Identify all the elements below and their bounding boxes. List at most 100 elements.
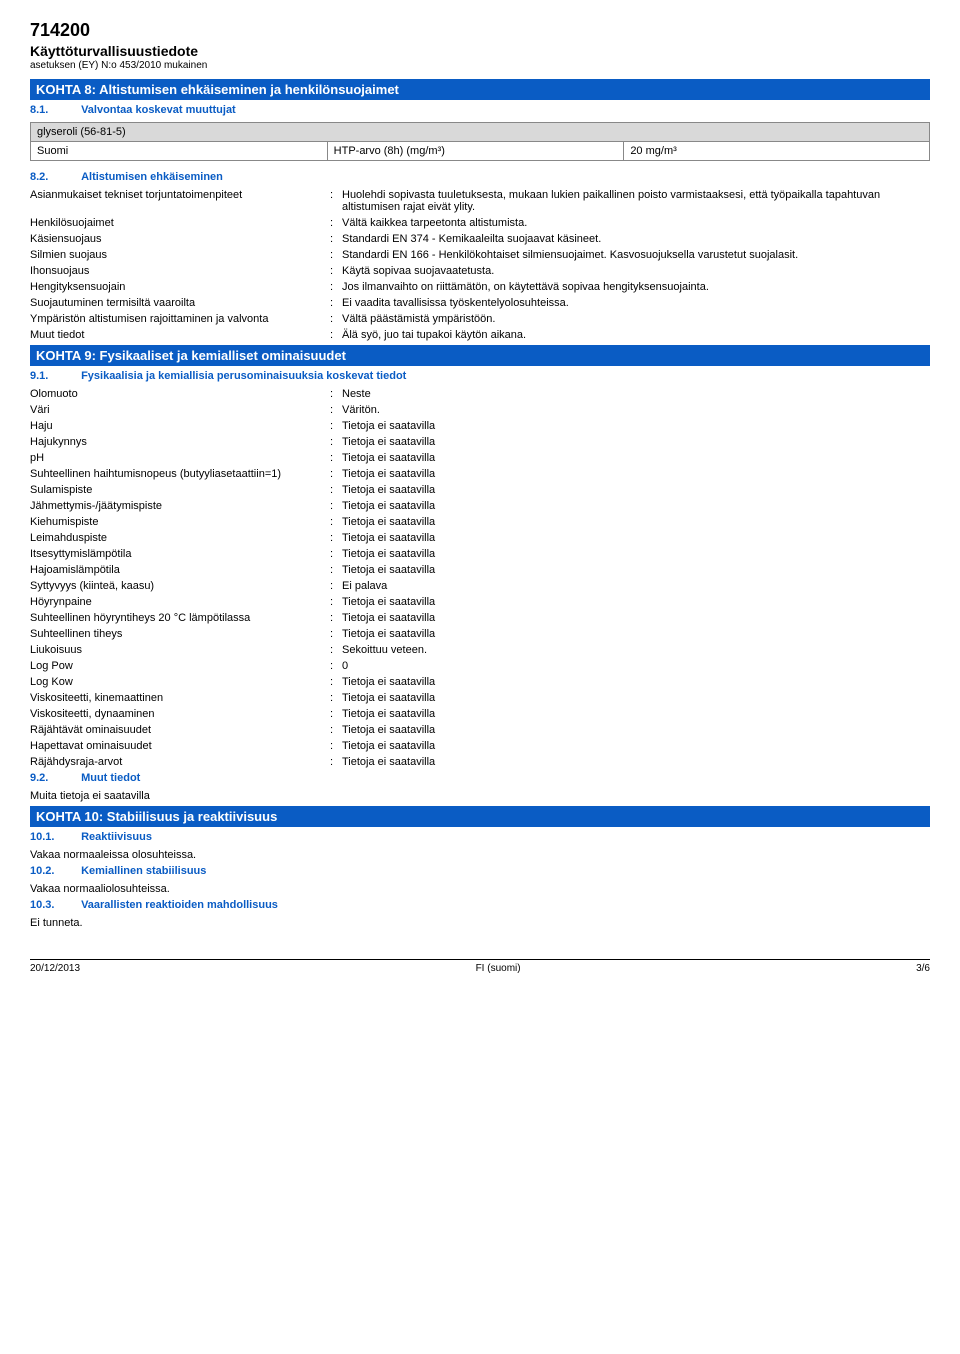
property-key: Leimahduspiste <box>30 532 330 544</box>
property-key: Höyrynpaine <box>30 596 330 608</box>
separator: : <box>330 740 342 752</box>
property-value: Tietoja ei saatavilla <box>342 724 930 736</box>
property-key: Log Kow <box>30 676 330 688</box>
property-value: Tietoja ei saatavilla <box>342 740 930 752</box>
separator: : <box>330 500 342 512</box>
property-key: Kiehumispiste <box>30 516 330 528</box>
section-label: Kemiallinen stabiilisuus <box>81 865 206 877</box>
section-num: 8.2. <box>30 171 78 183</box>
property-key: Muut tiedot <box>30 329 330 341</box>
property-value: 0 <box>342 660 930 672</box>
section-label: Fysikaalisia ja kemiallisia perusominais… <box>81 370 406 382</box>
property-row: Suojautuminen termisiltä vaaroilta:Ei va… <box>30 297 930 309</box>
property-row: Räjähdysraja-arvot:Tietoja ei saatavilla <box>30 756 930 768</box>
section-9-header: KOHTA 9: Fysikaaliset ja kemialliset omi… <box>30 345 930 366</box>
property-value: Tietoja ei saatavilla <box>342 756 930 768</box>
property-row: Hajoamislämpötila:Tietoja ei saatavilla <box>30 564 930 576</box>
property-value: Tietoja ei saatavilla <box>342 692 930 704</box>
separator: : <box>330 452 342 464</box>
property-key: Asianmukaiset tekniset torjuntatoimenpit… <box>30 189 330 213</box>
property-value: Tietoja ei saatavilla <box>342 436 930 448</box>
property-key: Log Pow <box>30 660 330 672</box>
property-key: Räjähtävät ominaisuudet <box>30 724 330 736</box>
page-footer: 20/12/2013 FI (suomi) 3/6 <box>30 959 930 974</box>
property-row: Syttyvyys (kiinteä, kaasu):Ei palava <box>30 580 930 592</box>
property-row: Hengityksensuojain:Jos ilmanvaihto on ri… <box>30 281 930 293</box>
footer-page: 3/6 <box>916 963 930 974</box>
document-title: Käyttöturvallisuustiedote <box>30 43 930 59</box>
property-row: Viskositeetti, dynaaminen:Tietoja ei saa… <box>30 708 930 720</box>
separator: : <box>330 676 342 688</box>
property-key: Viskositeetti, kinemaattinen <box>30 692 330 704</box>
property-value: Vältä kaikkea tarpeetonta altistumista. <box>342 217 930 229</box>
table-cell: 20 mg/m³ <box>624 142 930 161</box>
property-row: Jähmettymis-/jäätymispiste:Tietoja ei sa… <box>30 500 930 512</box>
section-9-note: Muita tietoja ei saatavilla <box>30 790 930 802</box>
separator: : <box>330 692 342 704</box>
separator: : <box>330 484 342 496</box>
property-value: Väritön. <box>342 404 930 416</box>
table-header: glyseroli (56-81-5) <box>31 123 930 142</box>
property-key: Syttyvyys (kiinteä, kaasu) <box>30 580 330 592</box>
property-key: Sulamispiste <box>30 484 330 496</box>
property-row: Ihonsuojaus:Käytä sopivaa suojavaatetust… <box>30 265 930 277</box>
section-num: 8.1. <box>30 104 78 116</box>
property-value: Jos ilmanvaihto on riittämätön, on käyte… <box>342 281 930 293</box>
property-key: Haju <box>30 420 330 432</box>
separator: : <box>330 217 342 229</box>
property-value: Älä syö, juo tai tupakoi käytön aikana. <box>342 329 930 341</box>
property-key: Ihonsuojaus <box>30 265 330 277</box>
section-label: Vaarallisten reaktioiden mahdollisuus <box>81 899 278 911</box>
property-key: Suhteellinen tiheys <box>30 628 330 640</box>
property-row: Käsiensuojaus:Standardi EN 374 - Kemikaa… <box>30 233 930 245</box>
property-row: Silmien suojaus:Standardi EN 166 - Henki… <box>30 249 930 261</box>
document-regulation: asetuksen (EY) N:o 453/2010 mukainen <box>30 60 930 71</box>
property-row: Viskositeetti, kinemaattinen:Tietoja ei … <box>30 692 930 704</box>
property-row: Kiehumispiste:Tietoja ei saatavilla <box>30 516 930 528</box>
property-value: Tietoja ei saatavilla <box>342 452 930 464</box>
property-value: Tietoja ei saatavilla <box>342 612 930 624</box>
separator: : <box>330 756 342 768</box>
property-row: Itsesyttymislämpötila:Tietoja ei saatavi… <box>30 548 930 560</box>
property-value: Tietoja ei saatavilla <box>342 484 930 496</box>
separator: : <box>330 580 342 592</box>
property-value: Sekoittuu veteen. <box>342 644 930 656</box>
separator: : <box>330 404 342 416</box>
property-value: Tietoja ei saatavilla <box>342 532 930 544</box>
footer-lang: FI (suomi) <box>476 963 521 974</box>
property-row: Henkilösuojaimet:Vältä kaikkea tarpeeton… <box>30 217 930 229</box>
separator: : <box>330 468 342 480</box>
section-10-1: 10.1. Reaktiivisuus <box>30 831 930 843</box>
property-row: Asianmukaiset tekniset torjuntatoimenpit… <box>30 189 930 213</box>
property-value: Huolehdi sopivasta tuuletuksesta, mukaan… <box>342 189 930 213</box>
separator: : <box>330 548 342 560</box>
property-key: Suojautuminen termisiltä vaaroilta <box>30 297 330 309</box>
property-value: Standardi EN 166 - Henkilökohtaiset silm… <box>342 249 930 261</box>
property-key: Hapettavat ominaisuudet <box>30 740 330 752</box>
property-row: Log Pow:0 <box>30 660 930 672</box>
property-key: Hengityksensuojain <box>30 281 330 293</box>
property-key: Henkilösuojaimet <box>30 217 330 229</box>
property-key: Ympäristön altistumisen rajoittaminen ja… <box>30 313 330 325</box>
property-row: Liukoisuus:Sekoittuu veteen. <box>30 644 930 656</box>
section-10-2: 10.2. Kemiallinen stabiilisuus <box>30 865 930 877</box>
section-8-1: 8.1. Valvontaa koskevat muuttujat <box>30 104 930 116</box>
section-num: 10.1. <box>30 831 78 843</box>
property-key: Suhteellinen haihtumisnopeus (butyyliase… <box>30 468 330 480</box>
property-value: Tietoja ei saatavilla <box>342 708 930 720</box>
separator: : <box>330 596 342 608</box>
section-num: 9.1. <box>30 370 78 382</box>
property-key: Räjähdysraja-arvot <box>30 756 330 768</box>
separator: : <box>330 612 342 624</box>
property-value: Ei palava <box>342 580 930 592</box>
property-row: Muut tiedot:Älä syö, juo tai tupakoi käy… <box>30 329 930 341</box>
property-value: Standardi EN 374 - Kemikaaleilta suojaav… <box>342 233 930 245</box>
property-row: Olomuoto:Neste <box>30 388 930 400</box>
property-row: Hajukynnys:Tietoja ei saatavilla <box>30 436 930 448</box>
footer-date: 20/12/2013 <box>30 963 80 974</box>
property-row: Suhteellinen tiheys:Tietoja ei saatavill… <box>30 628 930 640</box>
property-row: Leimahduspiste:Tietoja ei saatavilla <box>30 532 930 544</box>
separator: : <box>330 436 342 448</box>
separator: : <box>330 724 342 736</box>
property-row: Haju:Tietoja ei saatavilla <box>30 420 930 432</box>
